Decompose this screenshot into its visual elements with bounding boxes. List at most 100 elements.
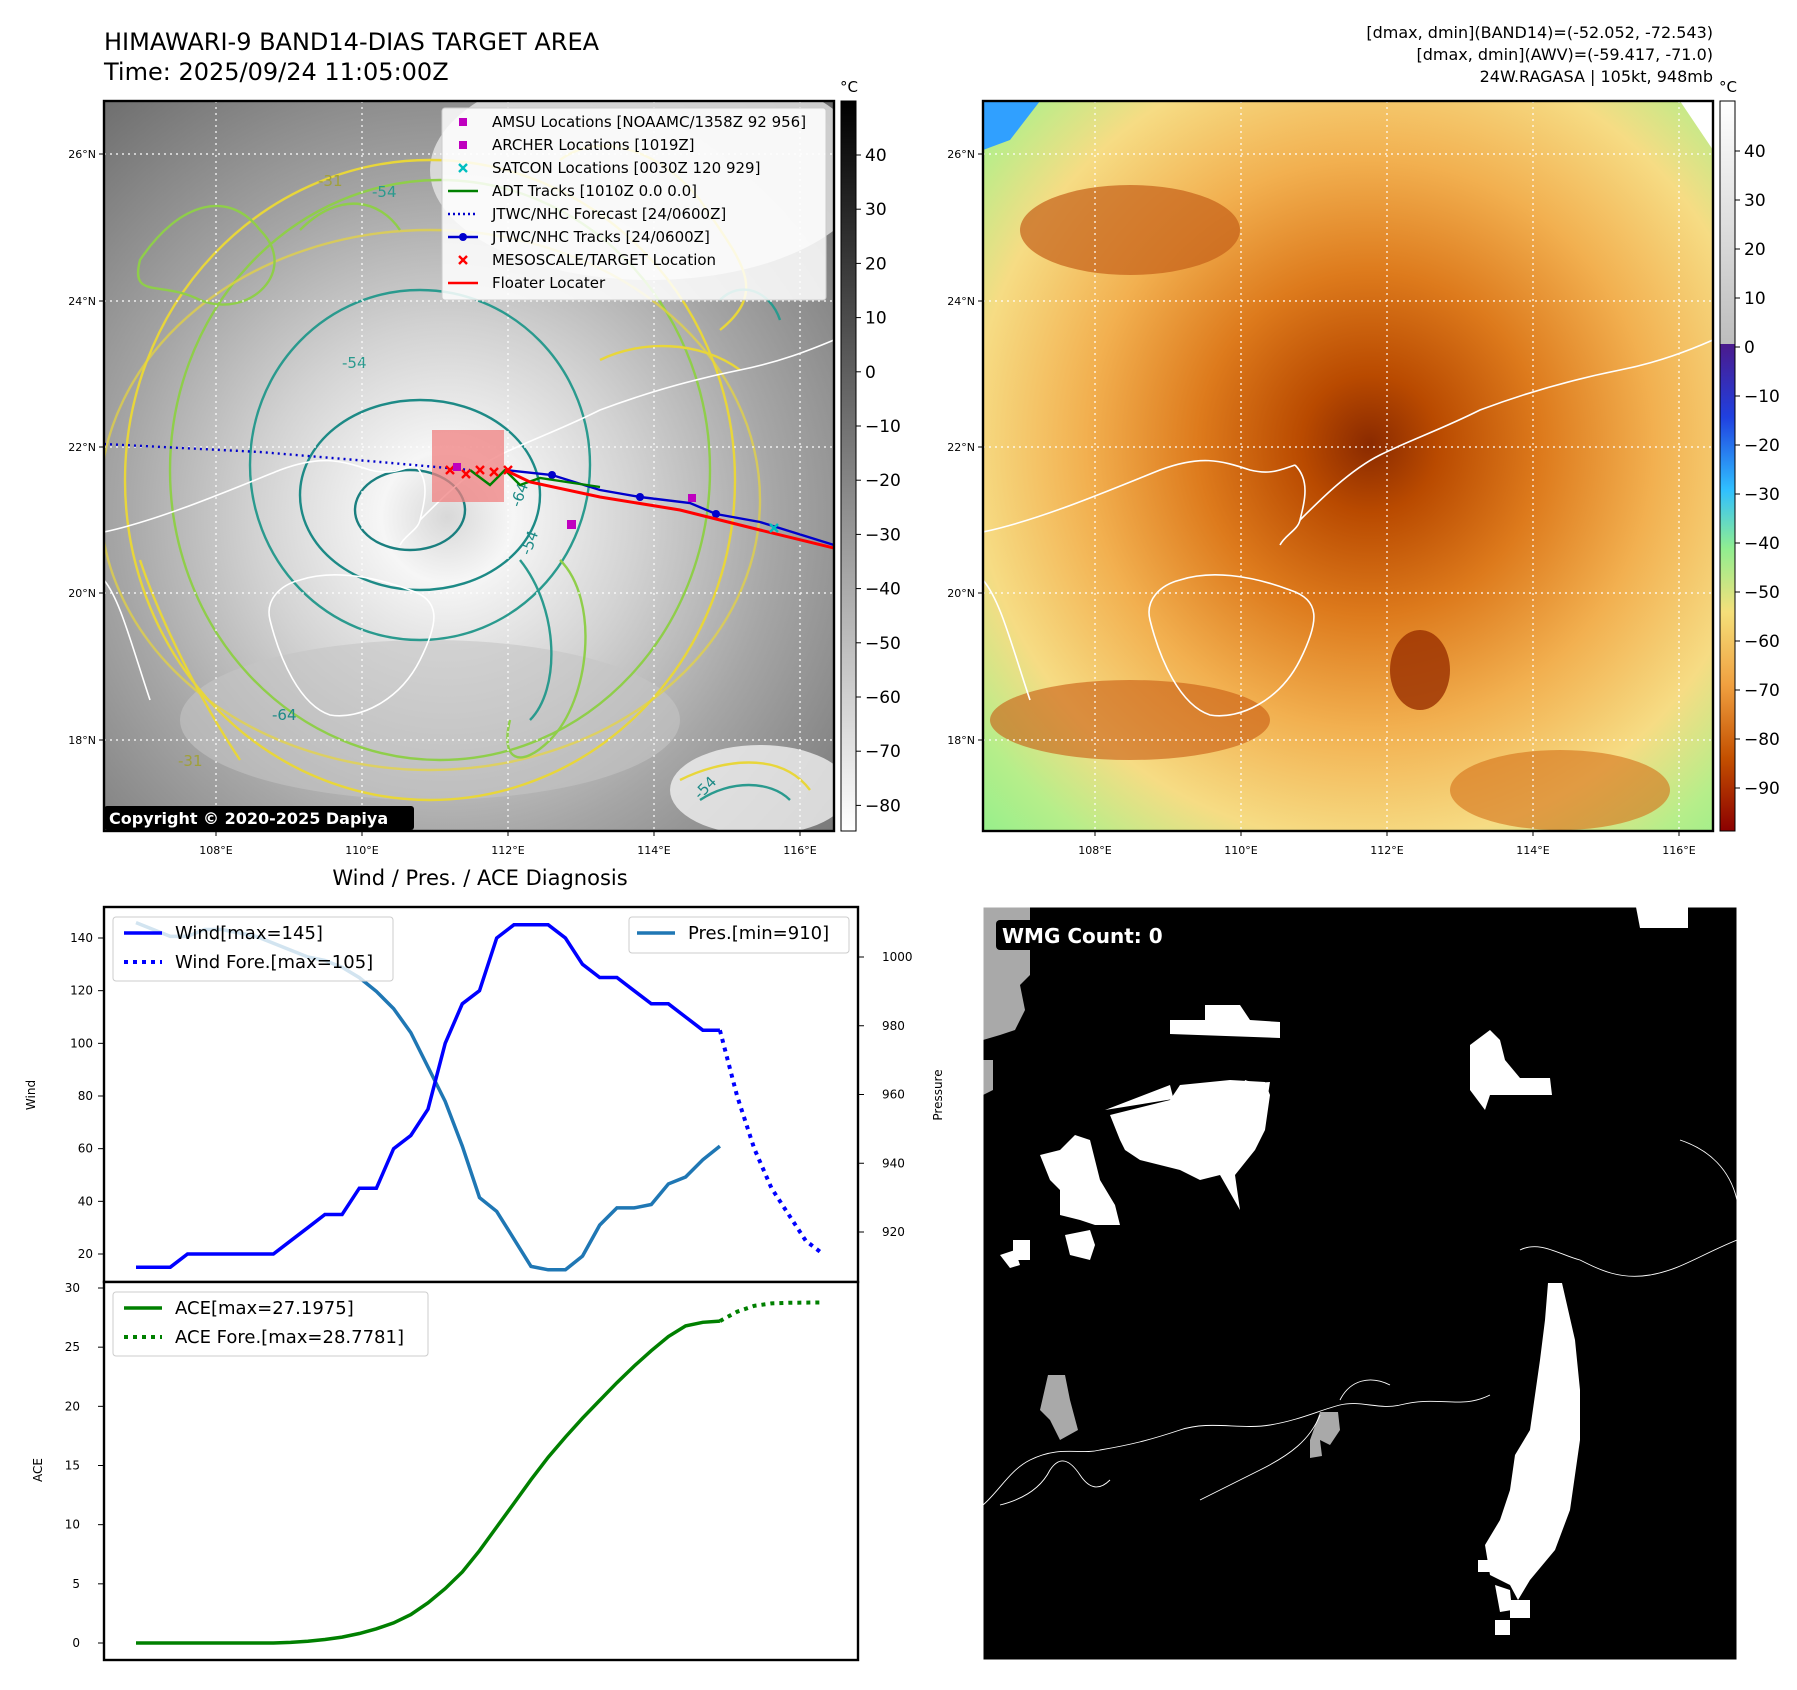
target-area-box [432, 430, 504, 502]
awv-cb-label: −40 [1744, 534, 1780, 554]
ace-tick-label: 10 [65, 1518, 80, 1532]
diag-title: Wind / Pres. / ACE Diagnosis [332, 866, 627, 890]
pressure-tick-label: 940 [882, 1156, 905, 1170]
awv-cb-label: −30 [1744, 485, 1780, 505]
ir-legend-label: JTWC/NHC Tracks [24/0600Z] [491, 228, 710, 246]
ir-image: -54 -54 -64 -54 -31 -31 -64 -54 [104, 101, 834, 831]
lon-label: 116°E [1662, 844, 1695, 857]
awv-cb-label: 20 [1744, 240, 1766, 260]
awv-image [983, 101, 1713, 831]
pressure-ylabel: Pressure [931, 1069, 945, 1120]
ir-frame [102, 99, 836, 833]
ir-lon-labels: 108°E 110°E 112°E 114°E 116°E [199, 831, 817, 857]
lon-label: 110°E [1224, 844, 1257, 857]
lon-label: 114°E [637, 844, 670, 857]
lat-label: 20°N [947, 587, 975, 600]
pressure-tick-label: 980 [882, 1019, 905, 1033]
info-band14: [dmax, dmin](BAND14)=(-52.052, -72.543) [1366, 23, 1713, 42]
awv-cb-label: 0 [1744, 338, 1755, 358]
awv-cb-label: 30 [1744, 191, 1766, 211]
wind-tick-label: 20 [78, 1247, 93, 1261]
svg-text:-31: -31 [318, 172, 343, 190]
ir-cb-label: −60 [865, 688, 901, 708]
jtwc-forecast-track [104, 442, 471, 472]
legend-marker-dot [459, 233, 467, 241]
figure-title: HIMAWARI-9 BAND14-DIAS TARGET AREA [104, 28, 600, 56]
ace-tick-label: 30 [65, 1281, 80, 1295]
ace-tick-label: 25 [65, 1340, 80, 1354]
ir-lat-labels: 26°N 24°N 22°N 20°N 18°N [68, 148, 104, 747]
jtwc-track [504, 468, 834, 547]
awv-cb-label: −20 [1744, 436, 1780, 456]
wmg-blobs [1000, 907, 1688, 1635]
lon-label: 108°E [199, 844, 232, 857]
lon-label: 112°E [491, 844, 524, 857]
ir-legend-label: SATCON Locations [0030Z 120 929] [492, 159, 760, 177]
legend-wind: Wind[max=145] [175, 923, 323, 944]
figure-time: Time: 2025/09/24 11:05:00Z [103, 58, 449, 86]
ir-cb-label: −50 [865, 634, 901, 654]
lon-label: 114°E [1516, 844, 1549, 857]
info-storm: 24W.RAGASA | 105kt, 948mb [1480, 67, 1713, 86]
legend-marker-x [458, 163, 468, 173]
ace-tick-label: 20 [65, 1399, 80, 1413]
lat-label: 26°N [947, 148, 975, 161]
legend-ace: ACE[max=27.1975] [175, 1298, 354, 1319]
wind-tick-label: 100 [70, 1036, 93, 1050]
ir-cb-label: −20 [865, 471, 901, 491]
pressure-tick-label: 920 [882, 1225, 905, 1239]
lon-label: 116°E [783, 844, 816, 857]
awv-colorbar-unit: °C [1719, 78, 1737, 96]
ir-cb-label: 10 [865, 309, 887, 329]
awv-frame [981, 99, 1715, 833]
awv-cb-label: −90 [1744, 779, 1780, 799]
awv-cb-label: 10 [1744, 289, 1766, 309]
svg-text:-54: -54 [372, 183, 397, 201]
wind-tick-label: 40 [78, 1194, 93, 1208]
ir-legend-label: AMSU Locations [NOAAMC/1358Z 92 956] [492, 113, 806, 131]
amsu-archer-markers [453, 463, 696, 529]
info-awv: [dmax, dmin](AWV)=(-59.417, -71.0) [1416, 45, 1713, 64]
legend-marker-square [459, 118, 467, 126]
satcon-markers [769, 523, 779, 533]
lat-label: 18°N [947, 734, 975, 747]
awv-cb-label: −70 [1744, 681, 1780, 701]
copyright-text: Copyright © 2020-2025 Dapiya [109, 809, 388, 828]
wmg-count-label: WMG Count: 0 [1002, 924, 1163, 948]
legend-wind-fore: Wind Fore.[max=105] [175, 952, 373, 973]
wind-ylabel: Wind [24, 1080, 38, 1110]
ir-legend-label: JTWC/NHC Forecast [24/0600Z] [491, 205, 726, 223]
awv-lat-labels: 26°N 24°N 22°N 20°N 18°N [947, 148, 983, 747]
wmg-panel: WMG Count: 0 [982, 906, 1738, 1661]
ir-legend-label: ADT Tracks [1010Z 0.0 0.0] [492, 182, 697, 200]
awv-coastline [983, 339, 1713, 717]
lat-label: 22°N [947, 441, 975, 454]
pressure-tick-label: 960 [882, 1088, 905, 1102]
ace-tick-label: 15 [65, 1459, 80, 1473]
lat-label: 18°N [68, 734, 96, 747]
wmg-label-box [996, 920, 1176, 950]
awv-colorbar: °C 40 30 20 10 0 −10 −20 −30 −40 −50 −60 −70 −80 −90 [1719, 78, 1780, 832]
jtwc-track-points [548, 471, 720, 518]
svg-text:-31: -31 [178, 752, 203, 770]
wind-tick-label: 120 [70, 984, 93, 998]
wmg-coastline [983, 1139, 1737, 1506]
wind-tick-label: 60 [78, 1142, 93, 1156]
ir-panel: -54 -54 -64 -54 -31 -31 -64 -54 [68, 99, 836, 857]
legend-marker-x [458, 255, 468, 265]
pressure-legend: Pres.[min=910] [628, 916, 850, 954]
wind-legend: Wind[max=145] Wind Fore.[max=105] [112, 916, 394, 982]
awv-cb-label: −50 [1744, 583, 1780, 603]
lat-label: 24°N [68, 295, 96, 308]
ir-cb-label: 20 [865, 254, 887, 274]
awv-panel: 26°N 24°N 22°N 20°N 18°N 108°E 110°E 112°E 114°… [947, 99, 1715, 857]
wind-tick-label: 140 [70, 931, 93, 945]
lat-label: 22°N [68, 441, 96, 454]
legend-pressure: Pres.[min=910] [688, 923, 829, 944]
ir-cb-label: 0 [865, 363, 876, 383]
ir-cb-label: −80 [865, 796, 901, 816]
legend-ace-fore: ACE Fore.[max=28.7781] [175, 1327, 404, 1348]
mesoscale-target-markers [445, 465, 513, 479]
awv-cb-label: −80 [1744, 730, 1780, 750]
